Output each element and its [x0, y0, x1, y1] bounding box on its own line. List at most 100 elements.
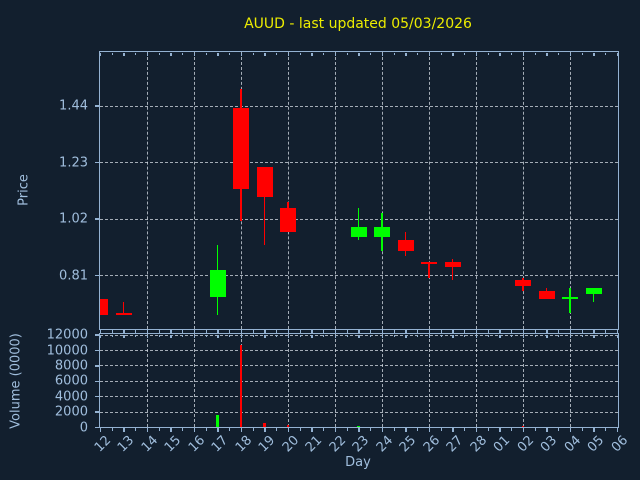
x-tick-mark	[217, 334, 219, 338]
x-tick-mark	[428, 334, 431, 338]
x-minor-tick-mark	[111, 428, 113, 431]
x-tick-label-text: 12	[91, 433, 115, 456]
x-minor-tick-mark	[111, 334, 113, 337]
x-tick-mark	[193, 428, 196, 433]
x-minor-tick-mark	[182, 334, 184, 337]
x-minor-tick-mark	[229, 428, 231, 431]
price-tick-label: 1.23	[59, 155, 88, 171]
x-tick-mark	[452, 428, 454, 433]
x-tick-mark	[311, 330, 313, 335]
x-minor-tick-mark	[158, 428, 160, 431]
volume-bar	[286, 425, 290, 427]
x-minor-tick-mark	[229, 330, 231, 333]
candle-body	[256, 167, 273, 197]
candle-body	[350, 226, 367, 238]
x-tick-mark	[264, 334, 266, 338]
day-gridline	[288, 52, 289, 329]
volume-y-tick-mark	[94, 365, 99, 367]
x-tick-mark	[452, 330, 454, 335]
price-y-tick-mark	[94, 274, 99, 277]
x-tick-mark	[264, 428, 266, 433]
candle-body	[585, 288, 602, 294]
x-minor-tick-mark	[299, 52, 301, 55]
x-minor-tick-mark	[252, 52, 254, 55]
x-minor-tick-mark	[393, 52, 395, 55]
x-tick-mark	[123, 330, 125, 335]
x-tick-mark	[264, 330, 266, 335]
x-tick-mark	[240, 428, 243, 433]
x-tick-mark	[405, 330, 407, 335]
x-minor-tick-mark	[605, 52, 607, 55]
x-minor-tick-mark	[182, 52, 184, 55]
price-y-tick-mark	[94, 161, 99, 164]
x-tick-mark	[146, 428, 149, 433]
candle-body	[209, 269, 226, 297]
x-tick-mark	[569, 330, 572, 335]
candle-body	[100, 299, 108, 316]
x-tick-mark	[193, 330, 196, 335]
x-tick-mark	[499, 334, 501, 338]
x-tick-mark	[452, 334, 454, 338]
x-tick-mark	[405, 428, 407, 433]
chart-title: AUUD - last updated 05/03/2026	[244, 16, 472, 32]
candle-wick	[263, 167, 266, 246]
x-tick-mark	[217, 52, 219, 56]
x-tick-mark	[99, 330, 102, 335]
x-tick-label-text: 26	[420, 433, 444, 456]
x-minor-tick-mark	[534, 52, 536, 55]
x-tick-mark	[381, 52, 384, 56]
x-minor-tick-mark	[487, 52, 489, 55]
x-tick-mark	[428, 52, 431, 56]
x-tick-mark	[593, 52, 595, 56]
x-tick-mark	[593, 330, 595, 335]
x-tick-mark	[475, 334, 478, 338]
candle-body	[444, 261, 461, 267]
x-minor-tick-mark	[487, 330, 489, 333]
x-minor-tick-mark	[252, 334, 254, 337]
x-minor-tick-mark	[605, 428, 607, 431]
x-tick-mark	[381, 330, 384, 335]
price-gridline	[100, 275, 618, 276]
x-tick-mark	[99, 52, 102, 56]
x-minor-tick-mark	[393, 334, 395, 337]
day-gridline	[288, 334, 289, 427]
x-tick-mark	[334, 330, 337, 335]
x-minor-tick-mark	[417, 52, 419, 55]
x-minor-tick-mark	[276, 428, 278, 431]
x-minor-tick-mark	[229, 52, 231, 55]
price-y-tick-mark	[94, 105, 99, 107]
x-tick-mark	[123, 52, 125, 56]
day-gridline	[570, 52, 571, 329]
volume-y-tick-mark	[94, 334, 99, 336]
x-minor-tick-mark	[158, 330, 160, 333]
x-minor-tick-mark	[417, 334, 419, 337]
x-tick-mark	[546, 428, 548, 433]
x-tick-label-text: 02	[514, 433, 538, 456]
x-tick-label-text: 15	[162, 433, 185, 456]
x-minor-tick-mark	[229, 334, 231, 337]
x-minor-tick-mark	[511, 428, 513, 431]
x-tick-mark	[593, 334, 595, 338]
x-tick-mark	[616, 330, 619, 335]
x-tick-mark	[287, 334, 290, 338]
x-minor-tick-mark	[299, 334, 301, 337]
x-minor-tick-mark	[370, 428, 372, 431]
volume-gridline	[100, 396, 618, 398]
x-tick-mark	[334, 52, 337, 56]
x-minor-tick-mark	[323, 428, 325, 431]
candle-body	[115, 312, 132, 316]
x-tick-label-text: 13	[115, 433, 138, 456]
day-gridline	[147, 52, 148, 329]
volume-gridline	[100, 350, 618, 351]
x-tick-label-text: 14	[138, 433, 162, 456]
candle-body	[515, 280, 531, 286]
x-tick-mark	[170, 52, 172, 56]
candle-body	[421, 261, 437, 265]
x-minor-tick-mark	[276, 334, 278, 337]
day-gridline	[382, 334, 383, 427]
x-tick-mark	[264, 52, 266, 56]
x-minor-tick-mark	[323, 52, 325, 55]
candle-body	[280, 207, 296, 232]
x-tick-mark	[217, 428, 219, 433]
